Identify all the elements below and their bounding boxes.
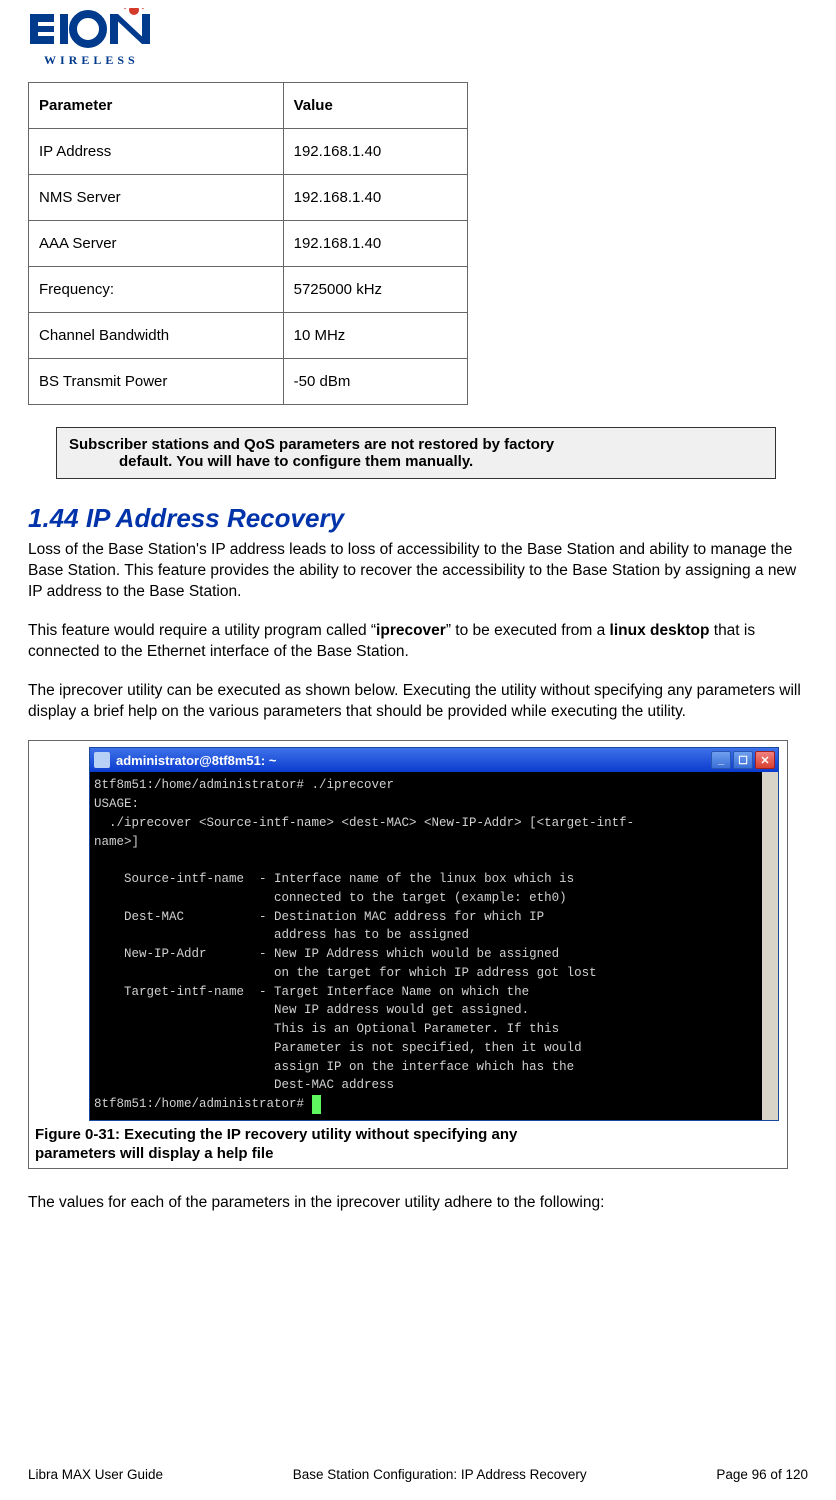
text-span: This feature would require a utility pro… <box>28 622 376 639</box>
section-heading: 1.44 IP Address Recovery <box>28 503 808 534</box>
maximize-button[interactable]: ☐ <box>733 751 753 769</box>
paragraph-1: Loss of the Base Station's IP address le… <box>28 540 808 603</box>
note-line-2: default. You will have to configure them… <box>69 453 763 470</box>
paragraph-4: The values for each of the parameters in… <box>28 1193 808 1214</box>
terminal-output: 8tf8m51:/home/administrator# ./iprecover… <box>94 778 634 1111</box>
terminal-title: administrator@8tf8m51: ~ <box>116 753 276 768</box>
paragraph-3: The iprecover utility can be executed as… <box>28 681 808 723</box>
bold-linux-desktop: linux desktop <box>610 622 710 639</box>
bold-iprecover: iprecover <box>376 622 446 639</box>
caption-line-1: Figure 0-31: Executing the IP recovery u… <box>35 1126 517 1143</box>
minimize-button[interactable]: _ <box>711 751 731 769</box>
cell-param: IP Address <box>29 129 284 175</box>
logo-subtext: WIRELESS <box>44 53 139 67</box>
table-row: BS Transmit Power -50 dBm <box>29 359 468 405</box>
footer-center: Base Station Configuration: IP Address R… <box>293 1467 587 1482</box>
footer-right: Page 96 of 120 <box>716 1467 808 1482</box>
cell-value: 192.168.1.40 <box>283 175 467 221</box>
page-footer: Libra MAX User Guide Base Station Config… <box>28 1467 808 1482</box>
text-span: ” to be executed from a <box>446 622 610 639</box>
cell-param: BS Transmit Power <box>29 359 284 405</box>
brand-logo: WIRELESS <box>28 8 808 70</box>
window-buttons: _ ☐ ✕ <box>711 751 775 769</box>
cell-value: 192.168.1.40 <box>283 129 467 175</box>
caption-line-2: parameters will display a help file <box>35 1145 273 1162</box>
header-value: Value <box>283 83 467 129</box>
terminal-figure: administrator@8tf8m51: ~ _ ☐ ✕ 8tf8m51:/… <box>28 740 788 1169</box>
terminal-icon <box>94 752 110 768</box>
table-header-row: Parameter Value <box>29 83 468 129</box>
table-row: Frequency: 5725000 kHz <box>29 267 468 313</box>
cell-value: 10 MHz <box>283 313 467 359</box>
table-row: Channel Bandwidth 10 MHz <box>29 313 468 359</box>
cell-param: AAA Server <box>29 221 284 267</box>
parameter-table: Parameter Value IP Address 192.168.1.40 … <box>28 82 468 405</box>
paragraph-2: This feature would require a utility pro… <box>28 621 808 663</box>
figure-caption: Figure 0-31: Executing the IP recovery u… <box>35 1125 781 1164</box>
cell-value: -50 dBm <box>283 359 467 405</box>
cell-param: Frequency: <box>29 267 284 313</box>
terminal-titlebar: administrator@8tf8m51: ~ _ ☐ ✕ <box>90 748 778 772</box>
cell-value: 5725000 kHz <box>283 267 467 313</box>
close-button[interactable]: ✕ <box>755 751 775 769</box>
cell-value: 192.168.1.40 <box>283 221 467 267</box>
terminal-cursor <box>312 1095 321 1114</box>
header-parameter: Parameter <box>29 83 284 129</box>
table-row: AAA Server 192.168.1.40 <box>29 221 468 267</box>
cell-param: Channel Bandwidth <box>29 313 284 359</box>
terminal-body: 8tf8m51:/home/administrator# ./iprecover… <box>90 772 778 1120</box>
footer-left: Libra MAX User Guide <box>28 1467 163 1482</box>
note-box: Subscriber stations and QoS parameters a… <box>56 427 776 479</box>
terminal-window: administrator@8tf8m51: ~ _ ☐ ✕ 8tf8m51:/… <box>89 747 779 1121</box>
cell-param: NMS Server <box>29 175 284 221</box>
table-row: IP Address 192.168.1.40 <box>29 129 468 175</box>
note-line-1: Subscriber stations and QoS parameters a… <box>69 436 763 453</box>
table-row: NMS Server 192.168.1.40 <box>29 175 468 221</box>
